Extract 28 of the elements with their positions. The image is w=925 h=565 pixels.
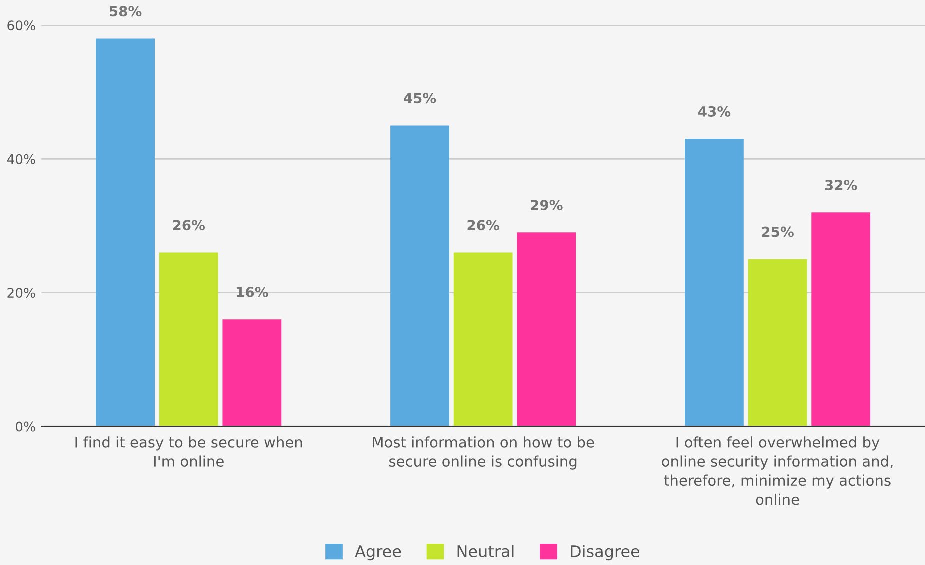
data-label: 26% bbox=[173, 220, 206, 231]
bar bbox=[517, 232, 576, 427]
data-label: 16% bbox=[237, 286, 268, 298]
y-tick-label: 60% bbox=[8, 20, 36, 31]
data-label: 26% bbox=[468, 220, 500, 231]
bar bbox=[454, 252, 513, 427]
data-label: 45% bbox=[404, 93, 436, 104]
legend-label: Disagree bbox=[571, 545, 640, 561]
y-tick-label: 0% bbox=[16, 422, 36, 432]
bar bbox=[96, 38, 155, 427]
data-label: 58% bbox=[110, 6, 142, 17]
legend-label: Neutral bbox=[458, 545, 514, 558]
bar bbox=[159, 252, 218, 427]
bar bbox=[685, 139, 744, 427]
data-label: 43% bbox=[698, 106, 731, 117]
data-label: 25% bbox=[762, 226, 794, 238]
x-tick-label: Most information on how to be secure online is confusing bbox=[373, 436, 594, 470]
bar bbox=[222, 320, 282, 427]
bar bbox=[812, 212, 871, 427]
y-tick-label: 20% bbox=[8, 288, 36, 298]
legend-label: Agree bbox=[355, 546, 402, 561]
data-label: 32% bbox=[825, 180, 858, 190]
bar bbox=[748, 259, 808, 427]
x-tick-label: I find it easy to be secure when I'm online bbox=[76, 436, 302, 467]
y-tick-label: 40% bbox=[7, 154, 36, 164]
bar bbox=[390, 126, 450, 427]
x-tick-label: I often feel overwhelmed by online security information and, therefore, minimize my actions online bbox=[662, 436, 893, 506]
data-label: 29% bbox=[531, 200, 563, 211]
